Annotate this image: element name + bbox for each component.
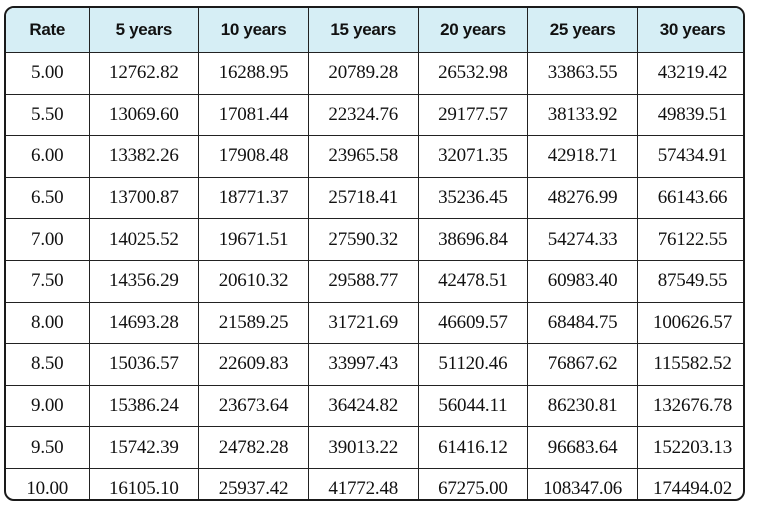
value-cell: 19671.51 — [198, 218, 309, 261]
rate-cell: 10.00 — [6, 468, 90, 499]
rate-cell: 9.00 — [6, 385, 90, 428]
value-cell: 51120.46 — [418, 343, 529, 386]
value-cell: 17081.44 — [198, 94, 309, 137]
value-cell: 43219.42 — [637, 52, 743, 95]
value-cell: 12762.82 — [89, 52, 200, 95]
value-cell: 76867.62 — [527, 343, 638, 386]
value-cell: 38133.92 — [527, 94, 638, 137]
value-cell: 25718.41 — [308, 177, 419, 220]
value-cell: 29177.57 — [418, 94, 529, 137]
rate-cell: 5.00 — [6, 52, 90, 95]
header-20-years: 20 years — [418, 8, 529, 53]
value-cell: 13069.60 — [89, 94, 200, 137]
value-cell: 14693.28 — [89, 302, 200, 345]
value-cell: 66143.66 — [637, 177, 743, 220]
table-row: 5.50 13069.60 17081.44 22324.76 29177.57 3813… — [6, 94, 743, 137]
value-cell: 17908.48 — [198, 135, 309, 178]
table-row: 7.50 14356.29 20610.32 29588.77 42478.51 6098… — [6, 260, 743, 303]
value-cell: 14356.29 — [89, 260, 200, 303]
value-cell: 36424.82 — [308, 385, 419, 428]
value-cell: 42918.71 — [527, 135, 638, 178]
table-row: 8.00 14693.28 21589.25 31721.69 46609.57 6848… — [6, 302, 743, 345]
value-cell: 16105.10 — [89, 468, 200, 499]
value-cell: 76122.55 — [637, 218, 743, 261]
value-cell: 67275.00 — [418, 468, 529, 499]
value-cell: 115582.52 — [637, 343, 743, 386]
value-cell: 31721.69 — [308, 302, 419, 345]
value-cell: 57434.91 — [637, 135, 743, 178]
value-cell: 23965.58 — [308, 135, 419, 178]
compound-value-table: Rate 5 years 10 years 15 years 20 years … — [6, 8, 743, 500]
value-cell: 22609.83 — [198, 343, 309, 386]
rate-cell: 8.00 — [6, 302, 90, 345]
value-cell: 86230.81 — [527, 385, 638, 428]
value-cell: 13382.26 — [89, 135, 200, 178]
value-cell: 33863.55 — [527, 52, 638, 95]
header-5-years: 5 years — [89, 8, 200, 53]
header-15-years: 15 years — [308, 8, 419, 53]
table-row: 5.00 12762.82 16288.95 20789.28 26532.98 3386… — [6, 52, 743, 95]
value-cell: 100626.57 — [637, 302, 743, 345]
value-cell: 54274.33 — [527, 218, 638, 261]
value-cell: 29588.77 — [308, 260, 419, 303]
value-cell: 21589.25 — [198, 302, 309, 345]
value-cell: 87549.55 — [637, 260, 743, 303]
value-cell: 48276.99 — [527, 177, 638, 220]
value-cell: 35236.45 — [418, 177, 529, 220]
rate-cell: 5.50 — [6, 94, 90, 137]
value-cell: 46609.57 — [418, 302, 529, 345]
header-25-years: 25 years — [527, 8, 638, 53]
rate-cell: 6.50 — [6, 177, 90, 220]
value-cell: 108347.06 — [527, 468, 638, 499]
value-cell: 23673.64 — [198, 385, 309, 428]
value-cell: 25937.42 — [198, 468, 309, 499]
value-cell: 132676.78 — [637, 385, 743, 428]
header-30-years: 30 years — [637, 8, 743, 53]
value-cell: 42478.51 — [418, 260, 529, 303]
value-cell: 68484.75 — [527, 302, 638, 345]
header-rate: Rate — [6, 8, 90, 53]
value-cell: 33997.43 — [308, 343, 419, 386]
value-cell: 16288.95 — [198, 52, 309, 95]
value-cell: 39013.22 — [308, 426, 419, 469]
value-cell: 152203.13 — [637, 426, 743, 469]
value-cell: 15386.24 — [89, 385, 200, 428]
value-cell: 22324.76 — [308, 94, 419, 137]
data-table-frame: Rate 5 years 10 years 15 years 20 years … — [4, 6, 745, 501]
rate-cell: 9.50 — [6, 426, 90, 469]
value-cell: 27590.32 — [308, 218, 419, 261]
value-cell: 14025.52 — [89, 218, 200, 261]
value-cell: 20610.32 — [198, 260, 309, 303]
rate-cell: 8.50 — [6, 343, 90, 386]
value-cell: 18771.37 — [198, 177, 309, 220]
table-row: 9.50 15742.39 24782.28 39013.22 61416.12 9668… — [6, 426, 743, 469]
value-cell: 13700.87 — [89, 177, 200, 220]
value-cell: 20789.28 — [308, 52, 419, 95]
table-row: 9.00 15386.24 23673.64 36424.82 56044.11 8623… — [6, 385, 743, 428]
value-cell: 15036.57 — [89, 343, 200, 386]
value-cell: 60983.40 — [527, 260, 638, 303]
value-cell: 49839.51 — [637, 94, 743, 137]
table-row: 8.50 15036.57 22609.83 33997.43 51120.46 7686… — [6, 343, 743, 386]
value-cell: 26532.98 — [418, 52, 529, 95]
rate-cell: 6.00 — [6, 135, 90, 178]
table-row: 7.00 14025.52 19671.51 27590.32 38696.84 5427… — [6, 218, 743, 261]
table-row: 6.50 13700.87 18771.37 25718.41 35236.45 4827… — [6, 177, 743, 220]
header-row: Rate 5 years 10 years 15 years 20 years … — [6, 8, 743, 53]
value-cell: 56044.11 — [418, 385, 529, 428]
value-cell: 174494.02 — [653, 478, 732, 500]
rate-cell: 7.50 — [6, 260, 90, 303]
value-cell: 24782.28 — [198, 426, 309, 469]
value-cell: 15742.39 — [89, 426, 200, 469]
value-cell: 96683.64 — [527, 426, 638, 469]
rate-cell: 7.00 — [6, 218, 90, 261]
table-row: 10.00 16105.10 25937.42 41772.48 67275.00 108… — [6, 468, 743, 500]
value-cell: 32071.35 — [418, 135, 529, 178]
value-cell: 41772.48 — [308, 468, 419, 499]
value-cell: 61416.12 — [418, 426, 529, 469]
table-row: 6.00 13382.26 17908.48 23965.58 32071.35 4291… — [6, 135, 743, 178]
value-cell: 38696.84 — [418, 218, 529, 261]
header-10-years: 10 years — [198, 8, 309, 53]
